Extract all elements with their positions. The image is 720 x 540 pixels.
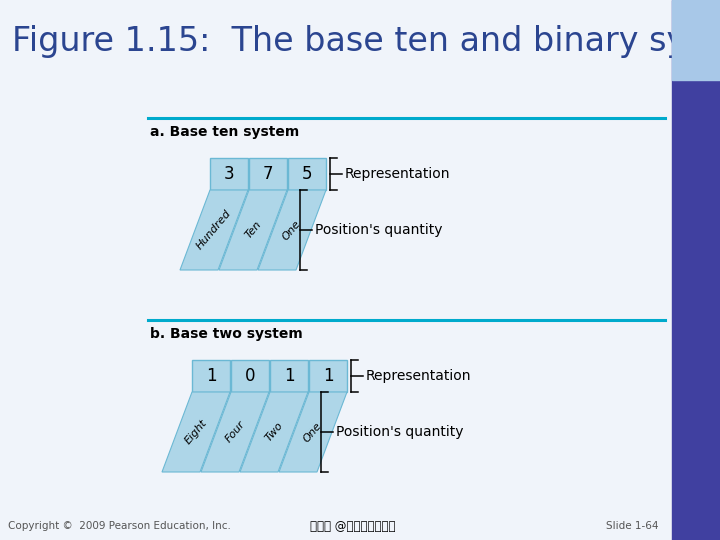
Text: 1: 1 xyxy=(323,367,333,385)
Text: Slide 1-64: Slide 1-64 xyxy=(606,521,658,531)
FancyBboxPatch shape xyxy=(288,158,326,190)
Text: 1: 1 xyxy=(206,367,216,385)
Polygon shape xyxy=(162,392,230,472)
FancyBboxPatch shape xyxy=(309,360,347,392)
Text: 5: 5 xyxy=(302,165,312,183)
Polygon shape xyxy=(201,392,269,472)
Text: b. Base two system: b. Base two system xyxy=(150,327,302,341)
Polygon shape xyxy=(240,392,308,472)
Text: Position's quantity: Position's quantity xyxy=(336,425,464,439)
Polygon shape xyxy=(279,392,347,472)
Text: Representation: Representation xyxy=(366,369,472,383)
Text: 0: 0 xyxy=(245,367,256,385)
Text: a. Base ten system: a. Base ten system xyxy=(150,125,300,139)
Text: One: One xyxy=(281,218,303,242)
FancyBboxPatch shape xyxy=(231,360,269,392)
Text: 7: 7 xyxy=(263,165,274,183)
Bar xyxy=(672,0,720,540)
Text: 1: 1 xyxy=(284,367,294,385)
Text: Hundred: Hundred xyxy=(194,208,233,252)
Polygon shape xyxy=(258,190,326,270)
Text: Copyright ©  2009 Pearson Education, Inc.: Copyright © 2009 Pearson Education, Inc. xyxy=(8,521,231,531)
Text: Eight: Eight xyxy=(183,418,209,446)
Polygon shape xyxy=(219,190,287,270)
FancyBboxPatch shape xyxy=(192,360,230,392)
Text: Two: Two xyxy=(264,421,285,443)
Text: One: One xyxy=(302,420,324,444)
Text: Ten: Ten xyxy=(243,219,263,241)
Text: Representation: Representation xyxy=(345,167,451,181)
FancyBboxPatch shape xyxy=(210,158,248,190)
Text: Position's quantity: Position's quantity xyxy=(315,223,443,237)
FancyBboxPatch shape xyxy=(249,158,287,190)
Text: 蔡文能 @交通大學資工系: 蔡文能 @交通大學資工系 xyxy=(310,519,395,532)
Polygon shape xyxy=(180,190,248,270)
FancyBboxPatch shape xyxy=(270,360,308,392)
Text: Figure 1.15:  The base ten and binary systems: Figure 1.15: The base ten and binary sys… xyxy=(12,25,720,58)
Bar xyxy=(672,0,720,80)
Text: Four: Four xyxy=(223,419,247,445)
Text: 3: 3 xyxy=(224,165,234,183)
